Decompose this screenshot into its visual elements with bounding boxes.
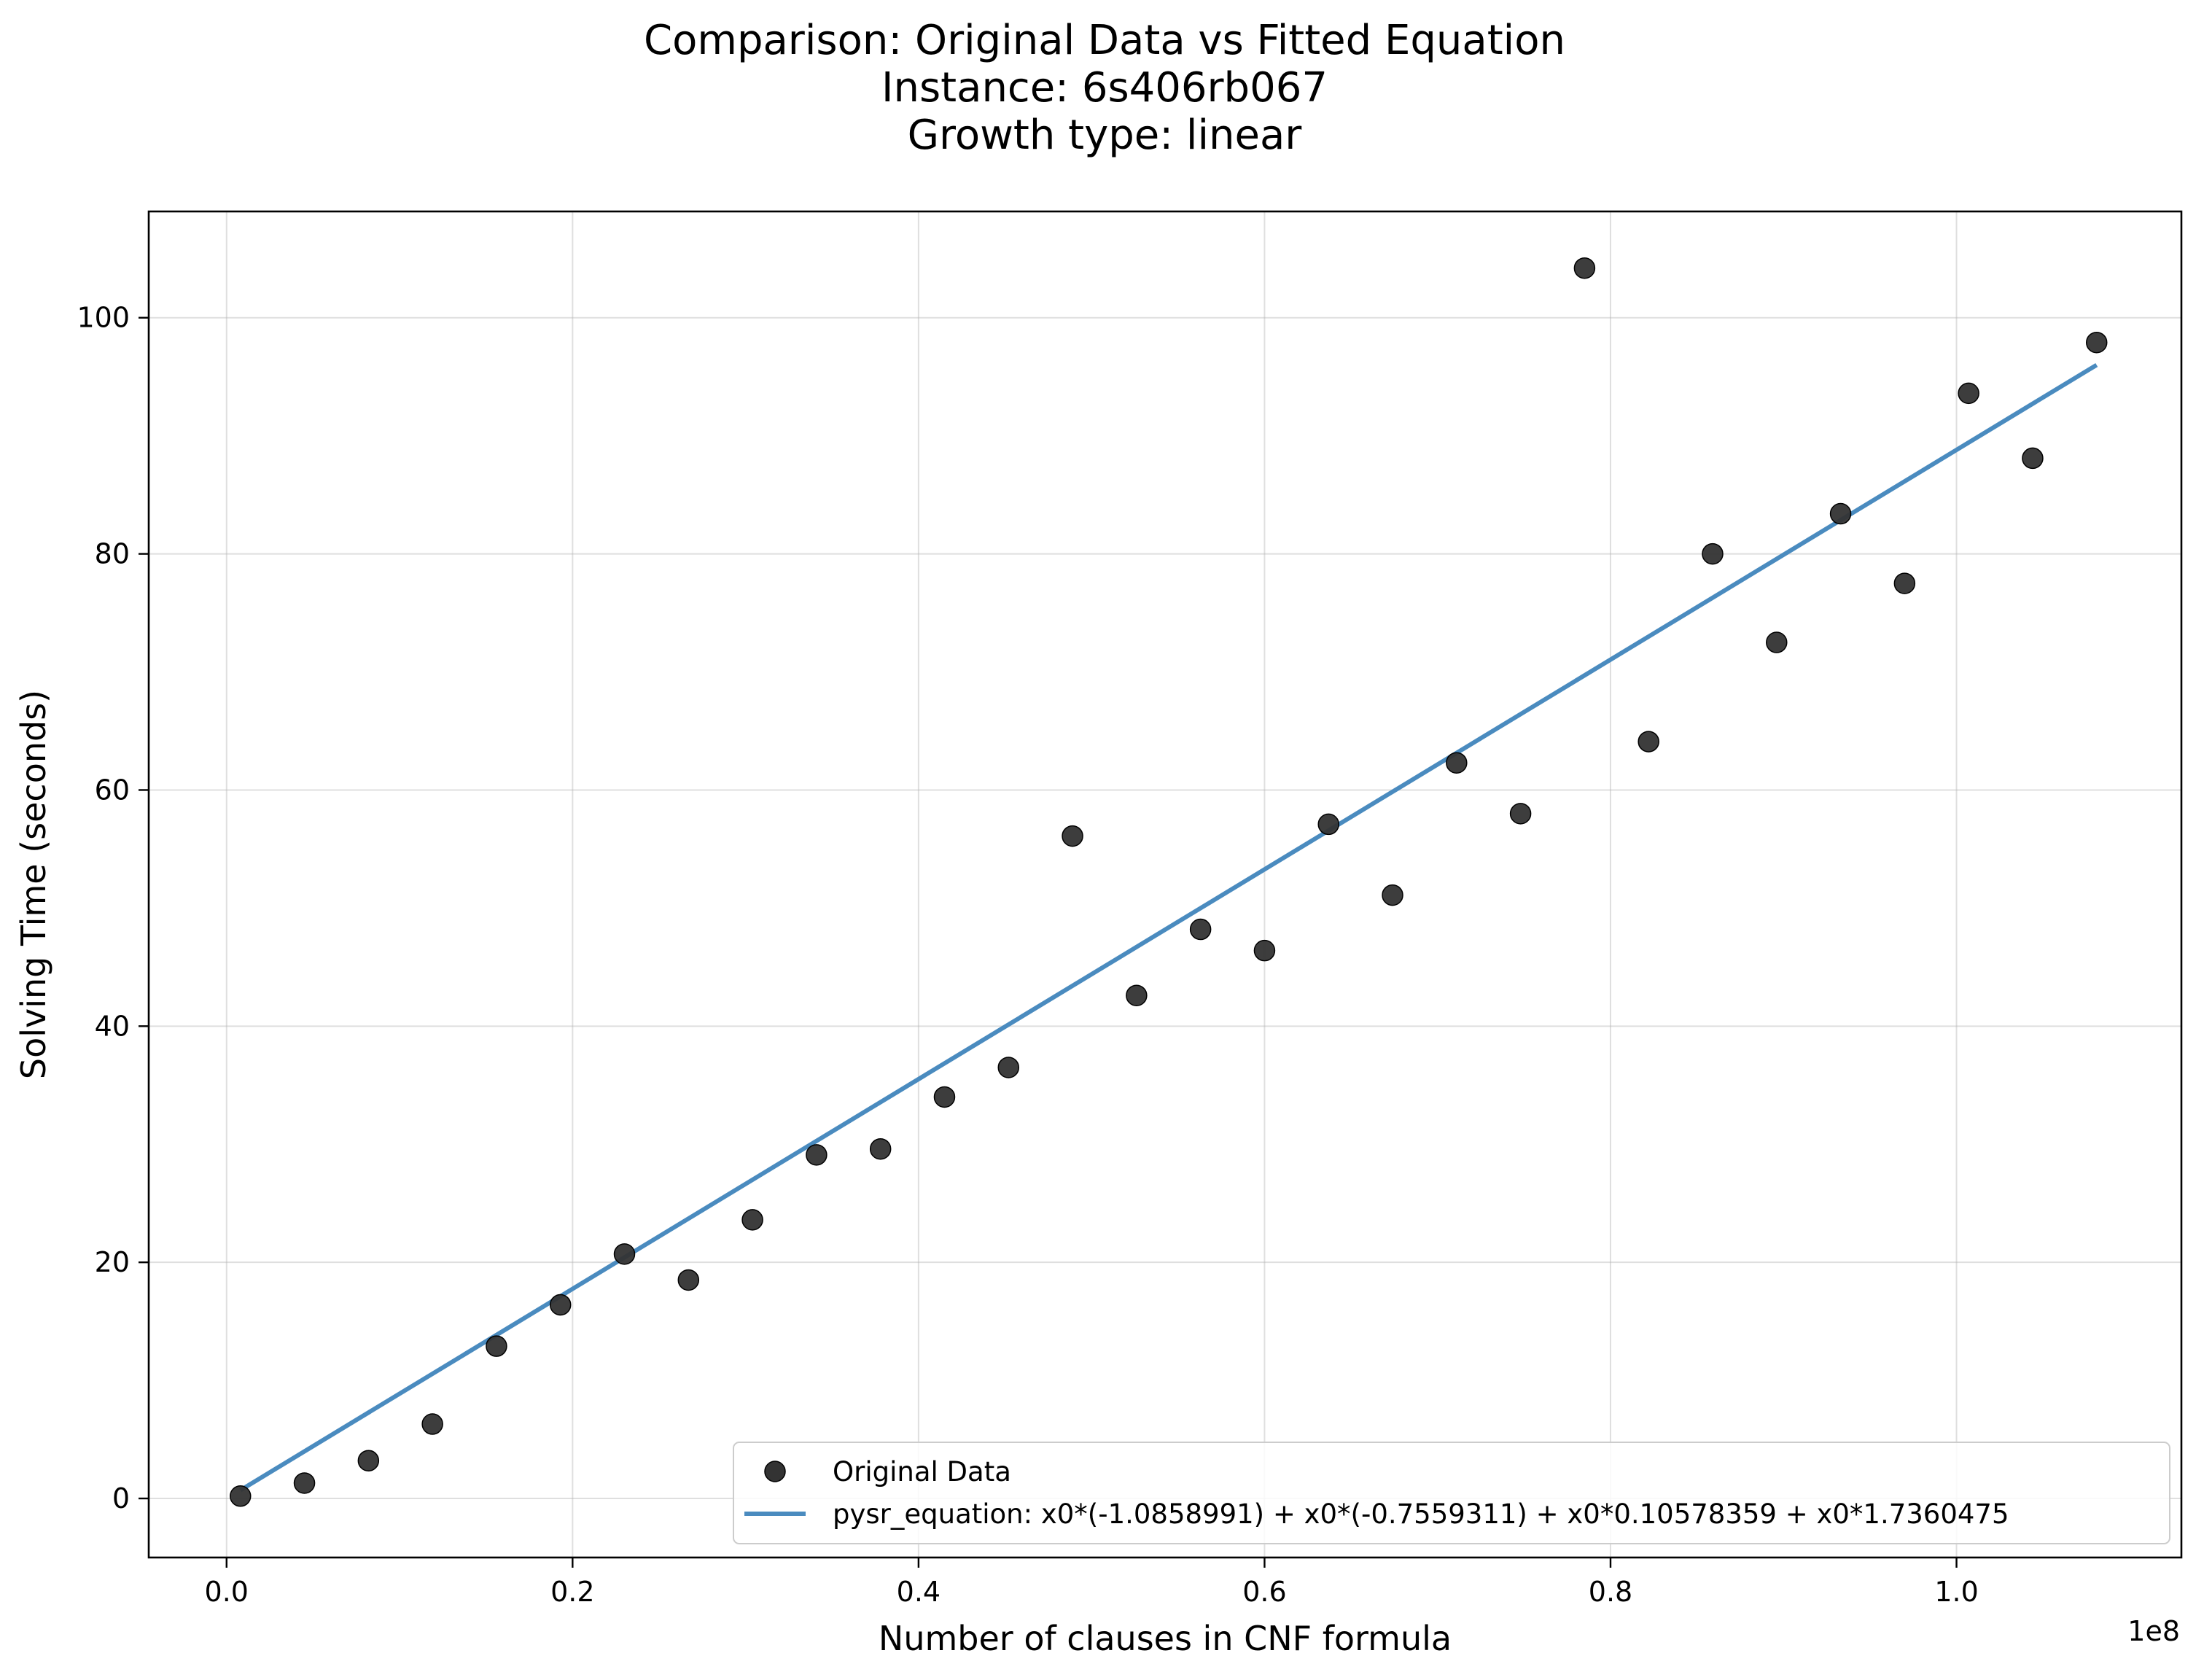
data-point <box>1958 382 1979 405</box>
chart-title-line-1: Comparison: Original Data vs Fitted Equa… <box>644 17 1565 64</box>
y-tick-label: 20 <box>95 1246 130 1278</box>
chart-title-line-2: Instance: 6s406rb067 <box>881 64 1328 112</box>
data-point <box>1189 918 1212 941</box>
legend-label-original-data: Original Data <box>833 1456 1011 1488</box>
data-point <box>1382 884 1403 906</box>
data-point <box>357 1450 380 1471</box>
data-point <box>1702 542 1724 565</box>
x-tick-label: 1.0 <box>1934 1576 1978 1608</box>
chart-title-line-3: Growth type: linear <box>908 112 1303 159</box>
y-tick-label: 100 <box>77 302 130 334</box>
x-tick-label: 0.4 <box>897 1576 941 1608</box>
data-point <box>869 1138 892 1160</box>
data-point <box>1126 984 1148 1006</box>
data-point <box>421 1413 443 1435</box>
y-tick-label: 0 <box>112 1482 130 1514</box>
fitted-line-layer <box>239 362 2098 1493</box>
data-point <box>997 1057 1020 1078</box>
legend-label-fitted-line: pysr_equation: x0*(-1.0858991) + x0*(-0.… <box>833 1498 2009 1530</box>
data-point <box>933 1086 956 1108</box>
x-axis-label: Number of clauses in CNF formula <box>879 1619 1452 1658</box>
data-point <box>741 1209 763 1231</box>
y-axis-ticks: 0 20 40 60 80 100 <box>77 302 149 1514</box>
fitted-line <box>239 362 2098 1493</box>
x-tick-label: 0.8 <box>1589 1576 1632 1608</box>
data-point <box>613 1243 636 1265</box>
data-point <box>1766 631 1788 653</box>
data-point <box>1317 813 1339 836</box>
y-tick-label: 60 <box>95 774 130 806</box>
x-axis-ticks: 0.0 0.2 0.4 0.6 0.8 1.0 <box>205 1558 1979 1608</box>
data-point <box>1893 572 1916 594</box>
y-axis-label: Solving Time (seconds) <box>14 690 53 1079</box>
scatter-points-layer <box>230 257 2108 1507</box>
data-point <box>1573 257 1596 279</box>
data-point <box>1062 825 1083 847</box>
y-tick-label: 40 <box>95 1010 130 1042</box>
x-tick-label: 0.0 <box>205 1576 249 1608</box>
data-point <box>230 1485 252 1507</box>
grid <box>149 211 2181 1558</box>
data-point <box>293 1472 316 1494</box>
x-axis-scale-label: 1e8 <box>2127 1615 2180 1647</box>
data-point <box>549 1294 572 1316</box>
data-point <box>486 1335 507 1357</box>
data-point <box>806 1144 828 1166</box>
x-tick-label: 0.2 <box>550 1576 594 1608</box>
legend-box <box>733 1442 2170 1544</box>
data-point <box>2022 447 2044 470</box>
chart-title: Comparison: Original Data vs Fitted Equa… <box>644 17 1565 159</box>
y-tick-label: 80 <box>95 538 130 570</box>
x-tick-label: 0.6 <box>1242 1576 1286 1608</box>
data-point <box>2085 331 2108 354</box>
data-point <box>1829 502 1852 525</box>
legend: Original Data pysr_equation: x0*(-1.0858… <box>733 1442 2170 1544</box>
plot-frame <box>147 210 2183 1559</box>
data-point <box>1509 803 1532 825</box>
data-point <box>677 1269 700 1291</box>
data-point <box>1638 731 1659 752</box>
data-point <box>1446 752 1468 774</box>
legend-marker-original-data <box>764 1461 786 1482</box>
data-point <box>1253 939 1276 962</box>
